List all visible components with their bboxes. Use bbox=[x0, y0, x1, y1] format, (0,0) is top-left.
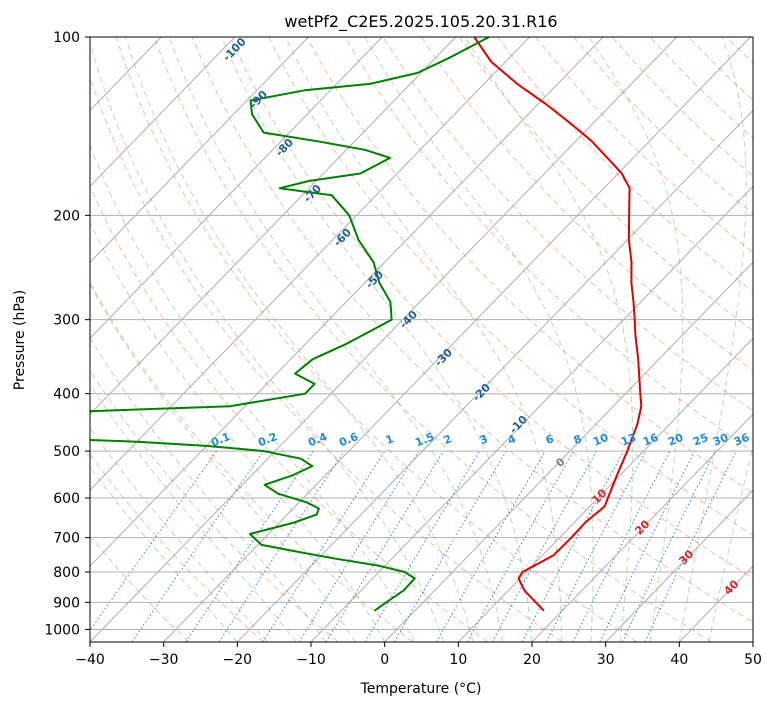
mixing-ratio-label: 10 bbox=[591, 431, 610, 449]
moist-adiabat bbox=[125, 37, 474, 642]
y-tick-label: 100 bbox=[53, 30, 80, 46]
mixing-ratio-line bbox=[572, 450, 671, 642]
x-tick-label: 50 bbox=[744, 652, 762, 668]
isotherm-line bbox=[90, 37, 457, 415]
y-tick-label: 800 bbox=[53, 565, 80, 581]
mixing-ratio-label: 36 bbox=[732, 431, 751, 449]
mixing-ratio-line bbox=[599, 450, 696, 642]
isotherm-line bbox=[90, 37, 236, 188]
isotherm-line bbox=[752, 641, 753, 642]
mixing-ratio-line bbox=[185, 450, 314, 642]
y-tick-label: 900 bbox=[53, 595, 80, 611]
y-tick-label: 200 bbox=[53, 208, 80, 224]
moist-adiabat bbox=[90, 283, 356, 642]
y-tick-label: 500 bbox=[53, 444, 80, 460]
x-tick-label: 0 bbox=[380, 652, 389, 668]
x-tick-label: −30 bbox=[149, 652, 179, 668]
y-tick-label: 700 bbox=[53, 531, 80, 547]
temperature-line bbox=[473, 37, 643, 612]
mixing-ratio-line bbox=[325, 450, 444, 642]
moist-adiabat bbox=[464, 37, 634, 642]
dry-adiabat bbox=[90, 453, 264, 642]
x-axis-title: Temperature (°C) bbox=[360, 681, 482, 697]
x-tick-label: 20 bbox=[523, 652, 541, 668]
moist-adiabat bbox=[285, 37, 562, 642]
mixing-ratio-line bbox=[90, 450, 218, 632]
x-tick-label: 40 bbox=[670, 652, 688, 668]
y-tick-label: 400 bbox=[53, 387, 80, 403]
mixing-ratio-line bbox=[262, 450, 386, 642]
x-tick-label: −20 bbox=[223, 652, 253, 668]
isotherm-line bbox=[90, 37, 383, 339]
mixing-ratio-label: 20 bbox=[666, 431, 685, 449]
dry-adiabat bbox=[191, 37, 753, 623]
dry-adiabat bbox=[90, 185, 488, 642]
x-tick-label: −10 bbox=[296, 652, 326, 668]
mixing-ratio-label: 8 bbox=[572, 432, 584, 447]
chart-title: wetPf2_C2E5.2025.105.20.31.R16 bbox=[284, 12, 557, 32]
mixing-ratio-line bbox=[467, 450, 575, 642]
mixing-ratio-label: 1 bbox=[384, 432, 396, 447]
isotherm-line bbox=[457, 337, 753, 642]
y-tick-label: 600 bbox=[53, 491, 80, 507]
isotherm-line bbox=[310, 185, 753, 642]
x-tick-label: −40 bbox=[75, 652, 105, 668]
mixing-ratio-label: 13 bbox=[619, 431, 638, 449]
mixing-ratio-label: 2 bbox=[442, 432, 454, 447]
dry-adiabat bbox=[497, 37, 753, 293]
moist-adiabat bbox=[168, 37, 503, 642]
axes: −40 −30 −20 −10 0 10 20 30 40 50 100 200 300 400 500 60… bbox=[44, 30, 762, 668]
moist-adiabat bbox=[90, 39, 445, 642]
x-tick-label: 30 bbox=[597, 652, 615, 668]
dry-adiabat bbox=[90, 369, 339, 642]
moist-adiabat bbox=[221, 37, 533, 642]
profile-series bbox=[90, 37, 643, 612]
plot-area bbox=[90, 37, 753, 642]
isotherm-line bbox=[236, 109, 753, 642]
mixing-ratio-label: 16 bbox=[641, 431, 660, 449]
y-axis-title: Pressure (hPa) bbox=[12, 290, 28, 390]
dewpoint-line bbox=[90, 438, 416, 612]
isotherm-line bbox=[90, 37, 604, 567]
mixing-ratio-label: 30 bbox=[711, 431, 730, 449]
mixing-ratio-line bbox=[521, 450, 625, 642]
isotherm-line bbox=[531, 413, 753, 642]
x-tick-label: 10 bbox=[449, 652, 467, 668]
y-tick-label: 300 bbox=[53, 313, 80, 329]
mixing-ratio-label: 3 bbox=[478, 432, 490, 447]
isotherm-line bbox=[90, 37, 678, 642]
moist-adiabat bbox=[90, 221, 386, 642]
moist-adiabat bbox=[588, 37, 684, 642]
moist-adiabat bbox=[364, 37, 594, 642]
moist-adiabat bbox=[90, 383, 297, 642]
moist-adiabat bbox=[90, 336, 327, 642]
moist-adiabat bbox=[708, 443, 753, 642]
mixing-ratio-line bbox=[131, 450, 265, 642]
moist-adiabat bbox=[678, 37, 747, 642]
dry-adiabat bbox=[90, 75, 563, 642]
moist-adiabat bbox=[90, 466, 238, 642]
moist-adiabat bbox=[90, 426, 268, 642]
plot-frame bbox=[89, 36, 754, 643]
mixing-ratio-label: 25 bbox=[691, 431, 710, 449]
background-lines bbox=[90, 37, 775, 642]
isotherm-line bbox=[90, 37, 530, 491]
isotherm-line bbox=[163, 37, 751, 642]
grid bbox=[90, 37, 753, 642]
dewpoint-line bbox=[90, 37, 490, 413]
mixing-ratio-line bbox=[218, 450, 345, 642]
y-tick-label: 1000 bbox=[44, 622, 80, 638]
dry-adiabat bbox=[765, 37, 775, 642]
isotherm-line bbox=[605, 489, 753, 642]
isotherm-line bbox=[384, 261, 753, 642]
isotherm-line bbox=[90, 37, 309, 263]
dry-adiabat bbox=[115, 37, 638, 642]
